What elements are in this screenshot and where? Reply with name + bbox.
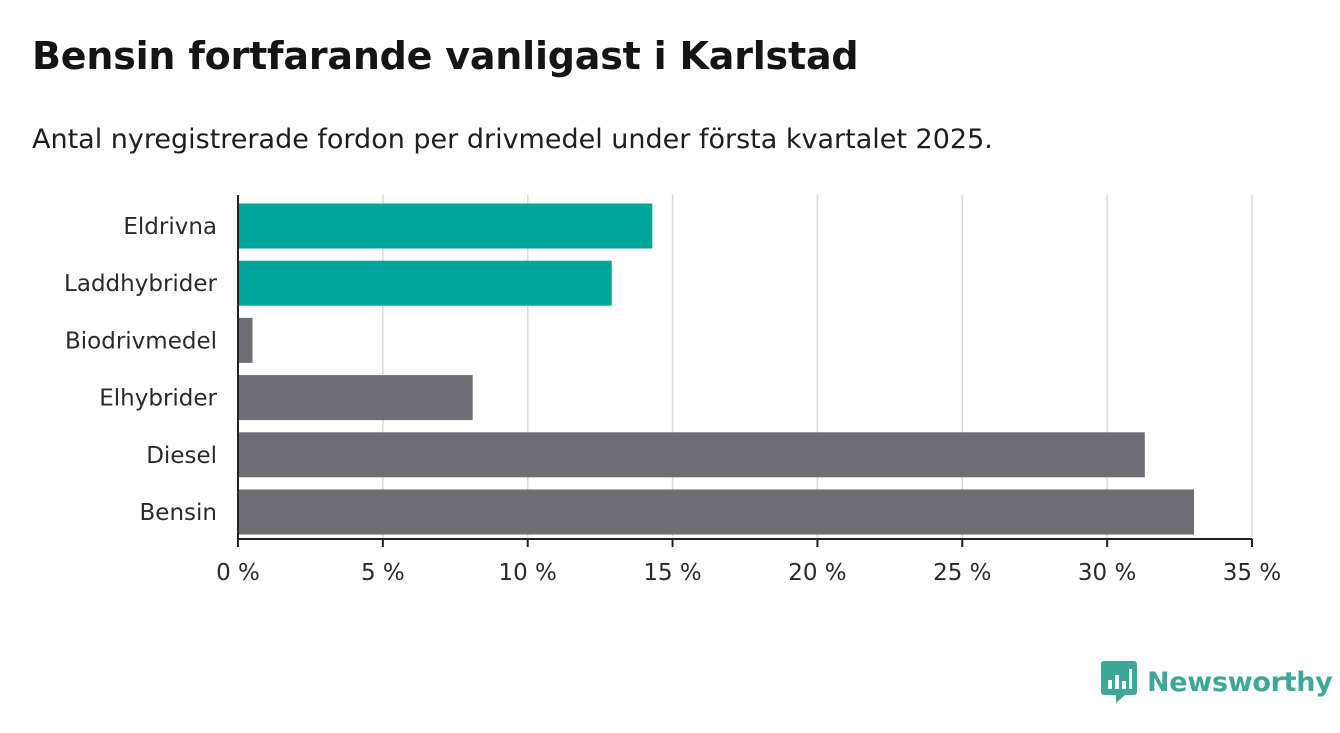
x-tick-label: 15 % (643, 560, 701, 586)
x-tick-label: 30 % (1078, 560, 1136, 586)
x-tick-label: 35 % (1223, 560, 1281, 586)
category-label: Bensin (140, 500, 217, 526)
x-tick-label: 5 % (361, 560, 405, 586)
bar-diesel (238, 432, 1145, 478)
bar-biodrivmedel (238, 317, 253, 363)
x-tick-label: 20 % (788, 560, 846, 586)
chart-subtitle: Antal nyregistrerade fordon per drivmede… (32, 124, 993, 155)
category-label: Elhybrider (99, 386, 217, 412)
chart-title: Bensin fortfarande vanligast i Karlstad (32, 34, 859, 78)
x-tick-label: 25 % (933, 560, 991, 586)
brand-logo: Newsworthy (1101, 660, 1333, 704)
category-label: Eldrivna (123, 214, 217, 240)
category-label: Biodrivmedel (65, 328, 217, 354)
bar-laddhybrider (238, 260, 612, 306)
category-label: Laddhybrider (64, 271, 217, 297)
x-tick-label: 0 % (216, 560, 260, 586)
x-tick-label: 10 % (498, 560, 556, 586)
newsworthy-logo-icon (1101, 661, 1137, 703)
bar-eldrivna (238, 203, 653, 249)
category-label: Diesel (146, 443, 217, 469)
bar-elhybrider (238, 375, 473, 421)
bar-bensin (238, 489, 1195, 535)
brand-name: Newsworthy (1147, 666, 1333, 698)
